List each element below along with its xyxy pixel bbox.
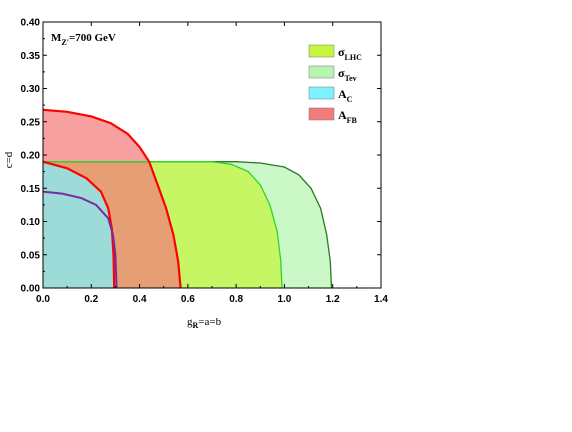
y-tick-label: 0.40 (21, 18, 41, 29)
x-tick-label: 1.4 (374, 294, 388, 305)
x-tick-label: 0.0 (36, 294, 50, 305)
y-axis-label: c=d (3, 151, 15, 168)
x-tick-label: 1.2 (326, 294, 340, 305)
y-tick-label: 0.30 (21, 84, 41, 95)
x-tick-label: 1.0 (277, 294, 291, 305)
series-line-3 (42, 160, 116, 289)
series-layer (42, 108, 333, 289)
y-tick-label: 0.15 (21, 184, 41, 195)
x-tick-label: 0.6 (181, 294, 195, 305)
x-tick-label: 0.2 (84, 294, 98, 305)
x-tick-label: 0.4 (133, 294, 147, 305)
y-tick-label: 0.00 (21, 284, 41, 295)
y-tick-label: 0.20 (21, 151, 41, 162)
series-line-2 (42, 108, 182, 289)
annotation-mass: MZ'=700 GeV (51, 32, 116, 47)
legend-label: AC (338, 87, 353, 104)
legend-swatch (308, 107, 335, 121)
legend-swatch (308, 44, 335, 58)
y-tick-label: 0.25 (21, 117, 41, 128)
series-line-1 (43, 161, 283, 289)
legend-label: σLHC (338, 45, 362, 62)
legend-label: σTev (338, 66, 357, 83)
y-tick-label: 0.05 (21, 250, 41, 261)
legend: σLHC σTev AC AFB (308, 44, 362, 125)
x-axis-label: gR=a=b (187, 316, 222, 330)
y-tick-label: 0.10 (21, 217, 41, 228)
purple-contour-line (42, 190, 118, 289)
y-tick-label: 0.35 (21, 51, 41, 62)
legend-label: AFB (338, 108, 358, 125)
legend-swatch (308, 86, 335, 100)
x-tick-label: 0.8 (229, 294, 243, 305)
axes-layer: 0.0 0.2 0.4 0.6 0.8 1.0 1.2 1.4 0.00 0.05 0.10 0.15… (21, 18, 389, 306)
legend-swatch (308, 65, 335, 79)
